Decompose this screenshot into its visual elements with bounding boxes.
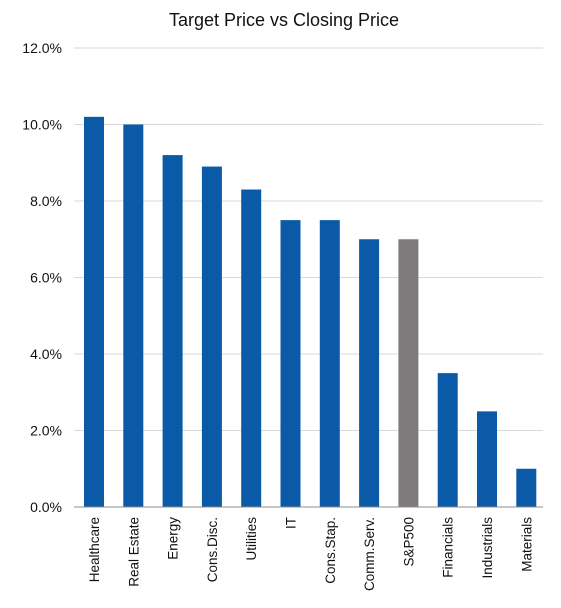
x-category-label: Materials: [519, 517, 534, 572]
x-category-label: Utilities: [244, 517, 259, 561]
x-category-label: Cons.Disc.: [205, 517, 220, 582]
bar-healthcare: [84, 116, 104, 507]
x-category-label: IT: [284, 517, 299, 529]
y-axis-tick-labels: 0.0% 2.0% 4.0% 6.0% 8.0% 10.0% 12.0%: [22, 40, 62, 515]
y-tick-label: 10.0%: [22, 117, 62, 133]
x-axis-category-labels: Healthcare Real Estate Energy Cons.Disc. Uti…: [87, 517, 534, 591]
y-tick-label: 12.0%: [22, 40, 62, 56]
gridlines: [74, 47, 543, 431]
bar-s-p500: [398, 239, 419, 507]
chart-title: Target Price vs Closing Price: [169, 10, 399, 30]
bar-industrials: [477, 411, 497, 507]
bar-it: [280, 220, 301, 507]
x-category-label: Real Estate: [126, 517, 141, 587]
x-category-label: Energy: [166, 517, 181, 560]
bar-cons-disc: [201, 166, 222, 507]
bar-utilities: [241, 189, 262, 507]
bar-materials: [516, 468, 537, 507]
bar-comm-serv: [359, 239, 380, 507]
x-category-label: S&P500: [401, 517, 416, 567]
y-tick-label: 2.0%: [30, 423, 62, 439]
x-category-label: Industrials: [480, 517, 495, 579]
y-tick-label: 6.0%: [30, 270, 62, 286]
bar-cons-stap: [319, 220, 340, 507]
y-tick-label: 4.0%: [30, 346, 62, 362]
x-category-label: Cons.Stap.: [323, 517, 338, 584]
bars: [84, 116, 537, 507]
x-category-label: Healthcare: [87, 517, 102, 582]
y-tick-label: 8.0%: [30, 193, 62, 209]
bar-financials: [437, 373, 458, 507]
x-category-label: Comm.Serv.: [362, 517, 377, 591]
x-category-label: Financials: [441, 517, 456, 578]
bar-real-estate: [123, 124, 144, 507]
y-tick-label: 0.0%: [30, 499, 62, 515]
bar-energy: [162, 155, 183, 507]
